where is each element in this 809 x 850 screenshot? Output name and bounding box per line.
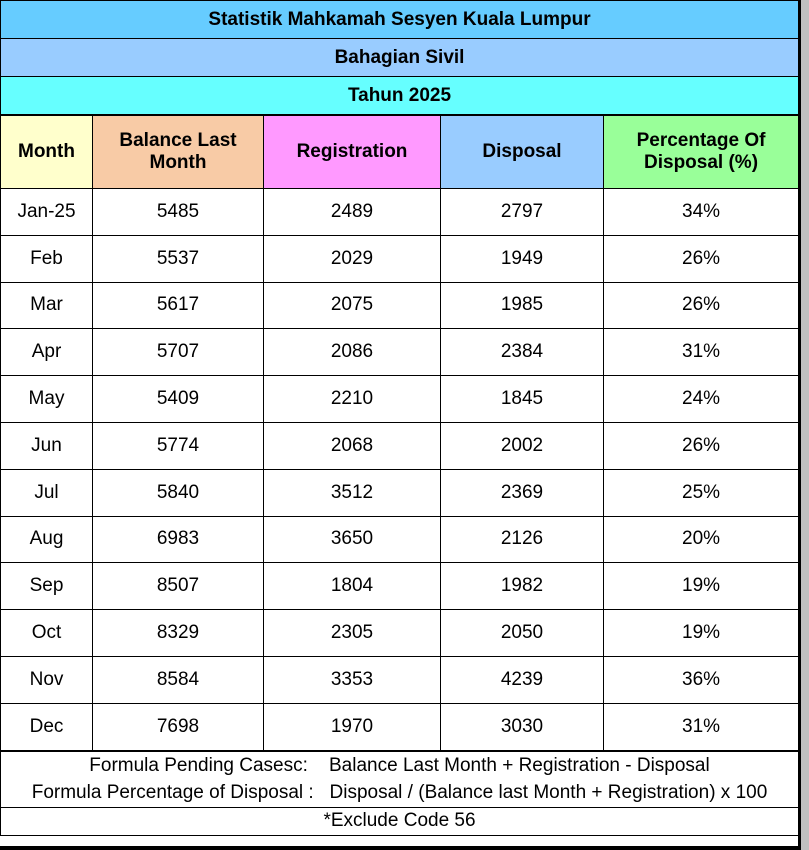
column-header-month: Month <box>0 114 93 189</box>
title-row-main: Statistik Mahkamah Sesyen Kuala Lumpur <box>0 0 800 39</box>
cell-month: Sep <box>0 562 93 611</box>
cell-balance-last-month: 8329 <box>92 609 264 657</box>
formula-notes: Formula Pending Casesc: Balance Last Mon… <box>0 750 800 808</box>
table-row: Jan-25 5485 2489 2797 34% <box>0 188 800 236</box>
cell-balance-last-month: 5774 <box>92 421 264 470</box>
cell-disposal: 2050 <box>440 609 604 657</box>
cell-registration: 3650 <box>263 515 441 564</box>
cell-registration: 2305 <box>263 609 441 657</box>
table-row: Jul 5840 3512 2369 25% <box>0 468 800 517</box>
cell-disposal: 1949 <box>440 234 604 283</box>
cell-percentage: 24% <box>602 375 800 423</box>
cell-registration: 2489 <box>263 188 441 236</box>
cell-month: Apr <box>0 328 93 377</box>
statistics-table: Statistik Mahkamah Sesyen Kuala Lumpur B… <box>0 0 800 836</box>
cell-percentage: 26% <box>602 421 800 470</box>
cell-balance-last-month: 8584 <box>92 655 264 704</box>
cell-month: Oct <box>0 609 93 657</box>
formula-notes-row: Formula Pending Casesc: Balance Last Mon… <box>0 750 800 808</box>
cell-percentage: 19% <box>602 562 800 611</box>
table-row: Sep 8507 1804 1982 19% <box>0 562 800 611</box>
cell-month: May <box>0 375 93 423</box>
cell-registration: 2075 <box>263 281 441 330</box>
cell-month: Feb <box>0 234 93 283</box>
cell-percentage: 25% <box>602 468 800 517</box>
sheet-title-main: Statistik Mahkamah Sesyen Kuala Lumpur <box>0 0 800 39</box>
cell-month: Jun <box>0 421 93 470</box>
cell-percentage: 26% <box>602 234 800 283</box>
cell-percentage: 20% <box>602 515 800 564</box>
cell-disposal: 4239 <box>440 655 604 704</box>
column-header-registration: Registration <box>263 114 441 189</box>
cell-balance-last-month: 8507 <box>92 562 264 611</box>
exclude-code-note: *Exclude Code 56 <box>0 806 800 836</box>
table-row: Aug 6983 3650 2126 20% <box>0 515 800 564</box>
title-row-division: Bahagian Sivil <box>0 38 800 77</box>
cell-balance-last-month: 7698 <box>92 702 264 752</box>
cell-month: Jul <box>0 468 93 517</box>
table-row: Mar 5617 2075 1985 26% <box>0 281 800 330</box>
cell-registration: 2210 <box>263 375 441 423</box>
cell-registration: 2029 <box>263 234 441 283</box>
cell-month: Dec <box>0 702 93 752</box>
cell-registration: 1804 <box>263 562 441 611</box>
cell-percentage: 26% <box>602 281 800 330</box>
formula-pending-cases-note: Formula Pending Casesc: Balance Last Mon… <box>89 754 710 776</box>
table-row: Feb 5537 2029 1949 26% <box>0 234 800 283</box>
cell-percentage: 19% <box>602 609 800 657</box>
cell-registration: 2068 <box>263 421 441 470</box>
table-row: May 5409 2210 1845 24% <box>0 375 800 423</box>
cell-balance-last-month: 5485 <box>92 188 264 236</box>
cell-registration: 1970 <box>263 702 441 752</box>
cell-month: Aug <box>0 515 93 564</box>
cell-disposal: 2797 <box>440 188 604 236</box>
cell-disposal: 2002 <box>440 421 604 470</box>
cell-month: Mar <box>0 281 93 330</box>
cell-registration: 3353 <box>263 655 441 704</box>
title-row-year: Tahun 2025 <box>0 76 800 116</box>
exclude-note-row: *Exclude Code 56 <box>0 806 800 836</box>
cell-disposal: 2384 <box>440 328 604 377</box>
cell-registration: 3512 <box>263 468 441 517</box>
cell-disposal: 1845 <box>440 375 604 423</box>
column-header-percentage-of-disposal: Percentage Of Disposal (%) <box>602 114 800 189</box>
cell-balance-last-month: 6983 <box>92 515 264 564</box>
sheet-title-year: Tahun 2025 <box>0 76 800 116</box>
cell-registration: 2086 <box>263 328 441 377</box>
cell-disposal: 1982 <box>440 562 604 611</box>
formula-percentage-disposal-note: Formula Percentage of Disposal : Disposa… <box>31 782 768 804</box>
cell-month: Jan-25 <box>0 188 93 236</box>
cell-disposal: 3030 <box>440 702 604 752</box>
cell-percentage: 34% <box>602 188 800 236</box>
table-row: Jun 5774 2068 2002 26% <box>0 421 800 470</box>
cell-percentage: 36% <box>602 655 800 704</box>
cell-month: Nov <box>0 655 93 704</box>
sheet-title-division: Bahagian Sivil <box>0 38 800 77</box>
column-header-disposal: Disposal <box>440 114 604 189</box>
cell-balance-last-month: 5537 <box>92 234 264 283</box>
cell-percentage: 31% <box>602 702 800 752</box>
cell-disposal: 1985 <box>440 281 604 330</box>
cell-disposal: 2126 <box>440 515 604 564</box>
cell-disposal: 2369 <box>440 468 604 517</box>
table-row: Oct 8329 2305 2050 19% <box>0 609 800 657</box>
cell-balance-last-month: 5617 <box>92 281 264 330</box>
column-header-balance-last-month: Balance Last Month <box>92 114 264 189</box>
cell-balance-last-month: 5409 <box>92 375 264 423</box>
table-header-row: Month Balance Last Month Registration Di… <box>0 114 800 189</box>
table-row: Nov 8584 3353 4239 36% <box>0 655 800 704</box>
table-row: Dec 7698 1970 3030 31% <box>0 702 800 752</box>
cell-balance-last-month: 5840 <box>92 468 264 517</box>
cell-balance-last-month: 5707 <box>92 328 264 377</box>
table-row: Apr 5707 2086 2384 31% <box>0 328 800 377</box>
cell-percentage: 31% <box>602 328 800 377</box>
